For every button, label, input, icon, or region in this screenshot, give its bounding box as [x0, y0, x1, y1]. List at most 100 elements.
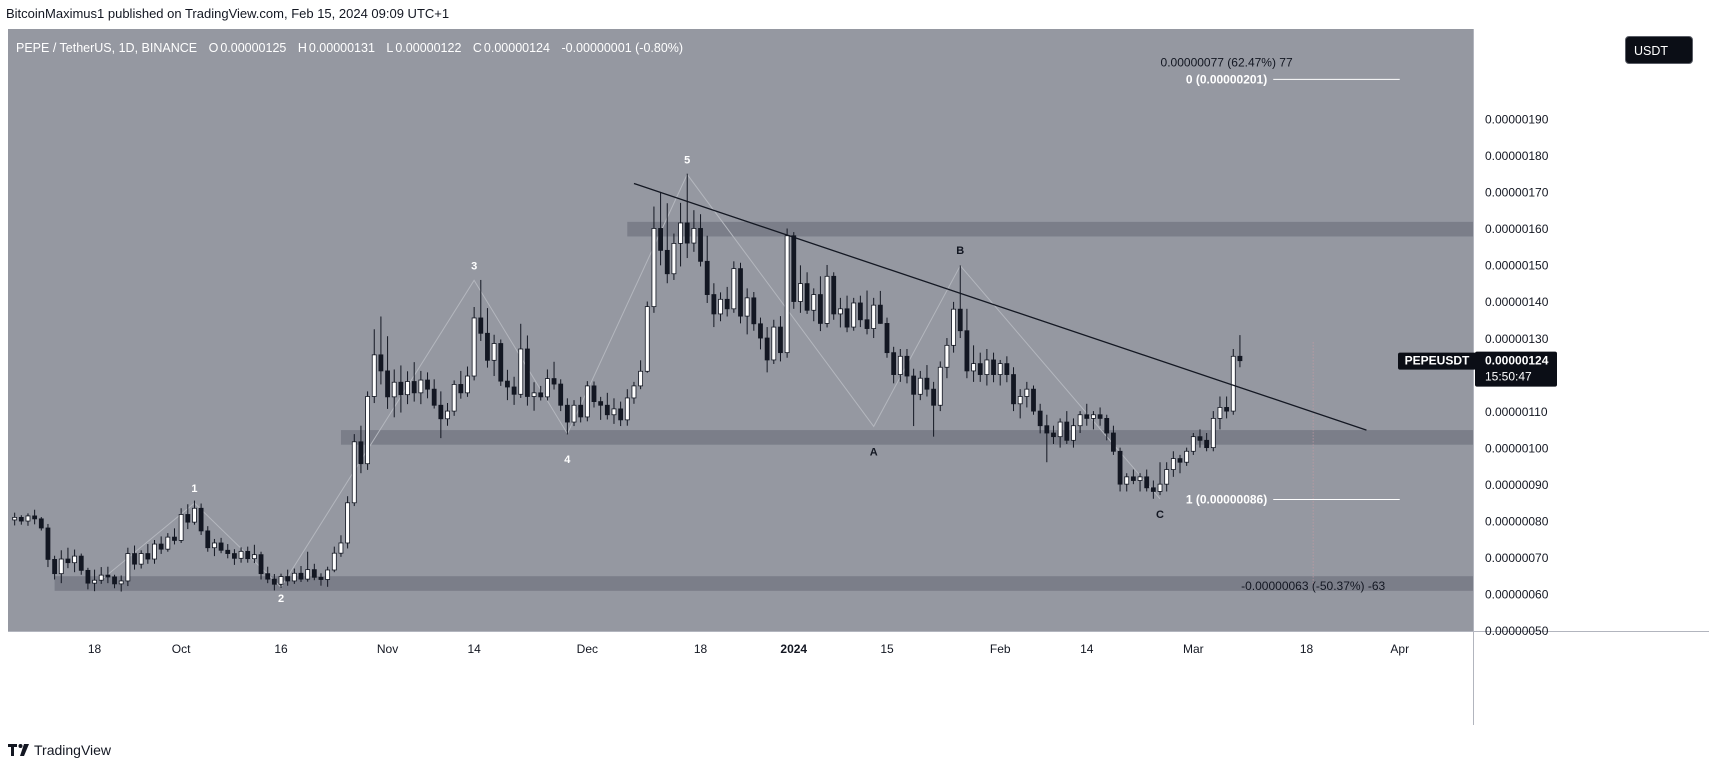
candle-body[interactable]	[1137, 476, 1143, 481]
candle-body[interactable]	[1144, 476, 1150, 489]
candle-body[interactable]	[18, 516, 24, 522]
candle-body[interactable]	[811, 294, 817, 311]
candle-body[interactable]	[218, 542, 224, 551]
candle-body[interactable]	[1084, 414, 1090, 419]
candle-body[interactable]	[318, 576, 324, 580]
candle-body[interactable]	[631, 385, 637, 399]
candle-body[interactable]	[445, 410, 450, 420]
candle-body[interactable]	[1204, 439, 1210, 449]
candle-body[interactable]	[731, 268, 737, 310]
candle-body[interactable]	[438, 404, 444, 420]
candle-body[interactable]	[265, 573, 271, 580]
candle-body[interactable]	[78, 555, 84, 571]
candle-body[interactable]	[198, 507, 204, 532]
candle-body[interactable]	[1210, 418, 1216, 449]
candle-body[interactable]	[411, 381, 417, 394]
candle-body[interactable]	[864, 319, 870, 329]
candle-body[interactable]	[591, 385, 597, 402]
candle-body[interactable]	[271, 578, 277, 585]
candle-body[interactable]	[711, 294, 717, 315]
price-chart[interactable]: 1 2 3 4 5 A B C 0 (0.00000201) 1 (0.00000086) 0.00…	[8, 29, 1709, 725]
candle-body[interactable]	[558, 383, 564, 406]
candle-body[interactable]	[478, 317, 484, 334]
candle-body[interactable]	[378, 354, 384, 372]
candle-body[interactable]	[351, 441, 357, 504]
candle-body[interactable]	[971, 363, 976, 372]
candle-body[interactable]	[991, 359, 996, 375]
last-price-tag[interactable]	[1475, 351, 1557, 387]
candle-body[interactable]	[758, 323, 763, 339]
candle-body[interactable]	[857, 302, 863, 321]
candle-body[interactable]	[664, 249, 670, 275]
candle-body[interactable]	[1190, 436, 1196, 452]
candle-body[interactable]	[1197, 436, 1203, 441]
candle-body[interactable]	[598, 401, 604, 406]
candle-body[interactable]	[1044, 425, 1050, 434]
candle-body[interactable]	[72, 555, 77, 564]
descending-trendline[interactable]	[633, 182, 1367, 431]
candle-body[interactable]	[764, 337, 770, 361]
candle-body[interactable]	[418, 379, 424, 394]
candle-body[interactable]	[778, 326, 783, 354]
candle-body[interactable]	[491, 343, 497, 361]
candle-body[interactable]	[531, 392, 537, 397]
candle-body[interactable]	[172, 536, 177, 541]
candle-body[interactable]	[485, 332, 490, 361]
candle-body[interactable]	[1177, 458, 1183, 463]
candle-body[interactable]	[771, 326, 777, 361]
candle-body[interactable]	[178, 514, 184, 541]
candle-body[interactable]	[471, 317, 477, 377]
candle-body[interactable]	[704, 260, 710, 295]
candle-body[interactable]	[798, 283, 803, 302]
candle-body[interactable]	[997, 363, 1003, 375]
candle-body[interactable]	[957, 308, 963, 332]
candle-body[interactable]	[691, 228, 697, 244]
candle-body[interactable]	[538, 392, 544, 398]
candle-body[interactable]	[1130, 476, 1136, 481]
candle-body[interactable]	[38, 518, 44, 529]
candle-body[interactable]	[1051, 432, 1056, 438]
candle-body[interactable]	[32, 515, 38, 520]
candle-body[interactable]	[571, 404, 577, 423]
candle-body[interactable]	[671, 243, 677, 275]
symbol-title[interactable]: PEPE / TetherUS, 1D, BINANCE	[16, 41, 198, 55]
candle-body[interactable]	[158, 543, 164, 550]
candle-body[interactable]	[884, 323, 890, 354]
candle-body[interactable]	[1037, 410, 1043, 427]
candle-body[interactable]	[837, 308, 843, 315]
candle-body[interactable]	[431, 388, 437, 406]
candle-body[interactable]	[718, 298, 723, 315]
candle-body[interactable]	[285, 576, 291, 582]
candle-body[interactable]	[511, 386, 517, 395]
candle-body[interactable]	[118, 580, 124, 585]
candle-body[interactable]	[331, 552, 337, 571]
candle-body[interactable]	[624, 397, 630, 421]
candle-body[interactable]	[325, 569, 331, 580]
candle-body[interactable]	[125, 553, 131, 582]
candle-body[interactable]	[498, 343, 504, 382]
candle-body[interactable]	[944, 344, 950, 368]
candle-body[interactable]	[644, 306, 650, 372]
candle-body[interactable]	[345, 502, 351, 544]
candle-body[interactable]	[911, 375, 917, 395]
candle-body[interactable]	[751, 297, 757, 325]
candle-body[interactable]	[1111, 432, 1116, 452]
time-axis[interactable]	[8, 631, 1473, 725]
candle-body[interactable]	[1064, 421, 1070, 441]
candle-body[interactable]	[145, 553, 151, 560]
candle-body[interactable]	[724, 298, 730, 310]
candle-body[interactable]	[1031, 388, 1036, 412]
candle-body[interactable]	[638, 370, 644, 387]
candle-body[interactable]	[232, 553, 237, 559]
candle-body[interactable]	[25, 515, 31, 522]
candle-body[interactable]	[1017, 396, 1023, 405]
candle-body[interactable]	[784, 235, 790, 354]
candle-body[interactable]	[112, 576, 117, 585]
candle-body[interactable]	[425, 379, 430, 390]
currency-button[interactable]: USDT	[1625, 36, 1693, 64]
candle-body[interactable]	[984, 359, 990, 375]
candle-body[interactable]	[1024, 388, 1030, 397]
candle-body[interactable]	[877, 304, 883, 324]
candle-body[interactable]	[12, 516, 18, 521]
candle-body[interactable]	[385, 370, 390, 398]
